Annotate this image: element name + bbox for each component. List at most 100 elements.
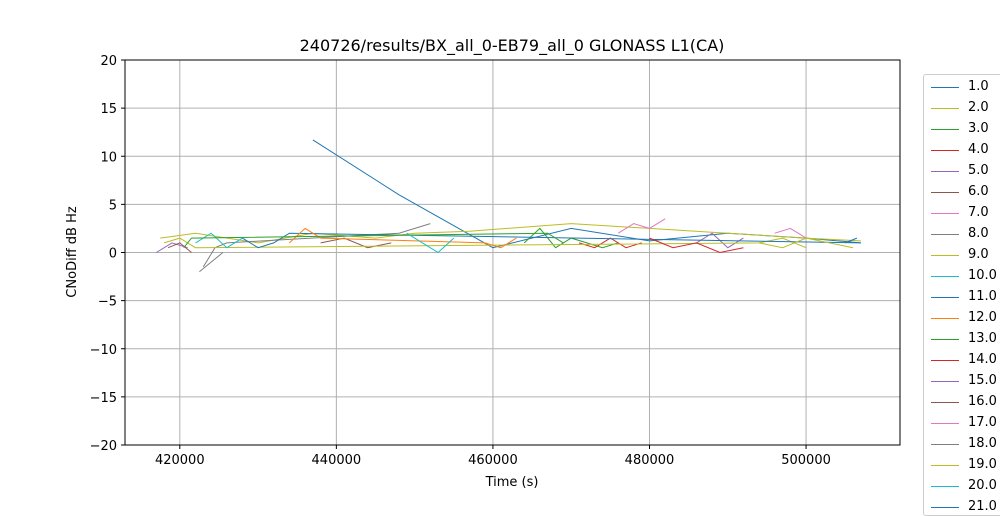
series-line-18.0 (199, 252, 224, 273)
series-line-6.0 (320, 237, 392, 249)
y-tick-label: 10 (100, 150, 117, 165)
legend-item: 5.0 (924, 161, 1000, 181)
legend-swatch (931, 108, 959, 109)
series-line-20.0 (406, 232, 455, 254)
legend-label: 18.0 (968, 436, 997, 451)
series-line-14.0 (649, 237, 744, 254)
legend-swatch (931, 402, 959, 403)
series-line-8.0 (202, 223, 431, 268)
x-tick-label: 460000 (468, 453, 518, 468)
legend-label: 3.0 (968, 121, 989, 136)
y-tick-label: 5 (109, 198, 117, 213)
grid (125, 59, 900, 446)
legend-swatch (931, 234, 959, 235)
legend-swatch (931, 423, 959, 424)
legend-swatch (931, 255, 959, 256)
legend-swatch (931, 486, 959, 487)
legend-item: 10.0 (924, 266, 1000, 286)
legend-label: 12.0 (968, 310, 997, 325)
legend-swatch (931, 213, 959, 214)
legend-item: 4.0 (924, 140, 1000, 160)
legend-label: 13.0 (968, 331, 997, 346)
legend-label: 6.0 (968, 184, 989, 199)
series-line-21.0 (845, 237, 858, 244)
legend-label: 2.0 (968, 100, 989, 115)
x-tick-label: 420000 (155, 453, 205, 468)
x-tick-label: 500000 (781, 453, 831, 468)
legend-label: 21.0 (968, 499, 997, 514)
legend-swatch (931, 339, 959, 340)
series-line-11.0 (242, 232, 861, 249)
y-axis-label: CNoDiff dB Hz (65, 206, 80, 298)
legend-swatch (931, 171, 959, 172)
legend-item: 6.0 (924, 182, 1000, 202)
y-tick-label: 20 (100, 54, 117, 69)
legend-swatch (931, 192, 959, 193)
x-axis-label: Time (s) (485, 475, 539, 490)
y-tick-label: 0 (109, 247, 117, 262)
legend-label: 8.0 (968, 226, 989, 241)
legend-swatch (931, 381, 959, 382)
legend-swatch (931, 87, 959, 88)
legend-swatch (931, 507, 959, 508)
legend-item: 18.0 (924, 434, 1000, 454)
ticks: 420000 440000 460000 480000 500000 −20 −15 −10 −… (90, 54, 831, 468)
y-tick-label: −20 (90, 439, 117, 454)
legend-swatch (931, 150, 959, 151)
legend-item: 13.0 (924, 329, 1000, 349)
series-line-15.0 (156, 242, 188, 253)
legend-item: 3.0 (924, 119, 1000, 139)
legend-item: 14.0 (924, 350, 1000, 370)
series-line-9.0 (163, 237, 807, 249)
legend-label: 10.0 (968, 268, 997, 283)
legend-label: 4.0 (968, 142, 989, 157)
y-tick-label: −15 (90, 391, 117, 406)
legend: 1.0 2.0 3.0 4.0 5.0 6.0 7.0 8.0 9.0 10.0 11.0 12.0 1… (923, 74, 1000, 516)
legend-label: 14.0 (968, 352, 997, 367)
legend-swatch (931, 318, 959, 319)
series-line-17.0 (774, 227, 807, 239)
legend-label: 16.0 (968, 394, 997, 409)
legend-label: 7.0 (968, 205, 989, 220)
legend-label: 1.0 (968, 79, 989, 94)
legend-swatch (931, 129, 959, 130)
x-tick-label: 440000 (312, 453, 362, 468)
y-tick-label: 15 (100, 102, 117, 117)
legend-item: 7.0 (924, 203, 1000, 223)
legend-label: 11.0 (968, 289, 997, 304)
legend-swatch (931, 465, 959, 466)
series-line-4.0 (578, 237, 642, 249)
legend-item: 16.0 (924, 392, 1000, 412)
legend-label: 17.0 (968, 415, 997, 430)
legend-label: 15.0 (968, 373, 997, 388)
series-line-16.0 (167, 242, 192, 253)
legend-item: 1.0 (924, 77, 1000, 97)
series-line-12.0 (289, 227, 517, 249)
series-layer (156, 139, 861, 273)
y-tick-label: −10 (90, 343, 117, 358)
legend-swatch (931, 276, 959, 277)
y-tick-label: −5 (98, 295, 117, 310)
series-line-10.0 (195, 232, 243, 249)
series-line-13.0 (183, 232, 564, 249)
legend-swatch (931, 444, 959, 445)
legend-item: 19.0 (924, 455, 1000, 475)
legend-swatch (931, 297, 959, 298)
series-line-7.0 (617, 218, 666, 234)
chart: 240726/results/BX_all_0-EB79_all_0 GLONA… (65, 36, 901, 490)
chart-title: 240726/results/BX_all_0-EB79_all_0 GLONA… (300, 36, 725, 56)
legend-item: 2.0 (924, 98, 1000, 118)
legend-item: 20.0 (924, 476, 1000, 496)
legend-item: 8.0 (924, 224, 1000, 244)
legend-item: 9.0 (924, 245, 1000, 265)
series-line-19.0 (758, 237, 854, 249)
legend-item: 11.0 (924, 287, 1000, 307)
legend-item: 12.0 (924, 308, 1000, 328)
legend-label: 20.0 (968, 478, 997, 493)
legend-swatch (931, 360, 959, 361)
legend-label: 19.0 (968, 457, 997, 472)
x-tick-label: 480000 (625, 453, 675, 468)
legend-item: 17.0 (924, 413, 1000, 433)
legend-item: 15.0 (924, 371, 1000, 391)
legend-label: 5.0 (968, 163, 989, 178)
